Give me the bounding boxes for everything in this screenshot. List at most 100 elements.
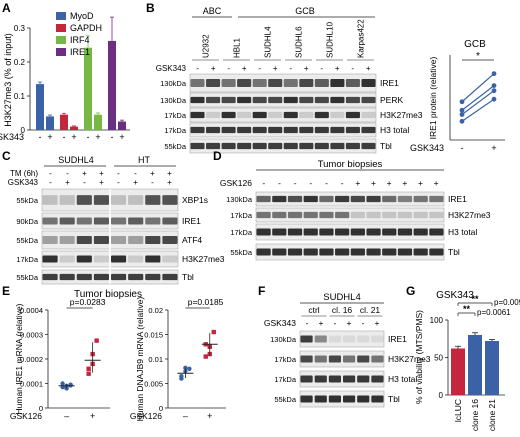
blot-strip-tbl bbox=[189, 138, 377, 154]
blot-d-3-band bbox=[272, 248, 287, 256]
blot-f-0-band bbox=[328, 335, 341, 343]
blot-target-label: IRE1 bbox=[380, 78, 399, 88]
blot-c-3-band bbox=[76, 255, 92, 263]
molecular-weight-marker: 17kDa bbox=[230, 211, 253, 220]
blot-b-1-band bbox=[252, 96, 267, 104]
blot-d-1-band bbox=[287, 211, 303, 219]
blot-target-label: H3 total bbox=[448, 227, 477, 237]
data-point bbox=[491, 71, 497, 77]
treatment-sign: + bbox=[371, 178, 376, 188]
blot-c-2-band bbox=[145, 236, 161, 244]
blot-b-3-band bbox=[345, 126, 360, 134]
data-point bbox=[459, 118, 465, 124]
legend-label-myod: MyoD bbox=[70, 11, 94, 21]
blot-b-2-band bbox=[206, 111, 221, 119]
y-tick-label: 0.0001 bbox=[20, 380, 43, 389]
blot-b-4-band bbox=[268, 142, 283, 150]
blot-f-1-band bbox=[343, 355, 356, 363]
treatment-sign: - bbox=[83, 178, 86, 187]
data-point bbox=[64, 386, 69, 391]
blot-d-2-band bbox=[335, 228, 350, 236]
x-tick-label: – bbox=[183, 411, 188, 421]
treatment-sign: + bbox=[355, 178, 360, 188]
tm-sign: + bbox=[167, 169, 172, 178]
y-tick-label: 0 bbox=[21, 126, 26, 135]
blot-c-0-band bbox=[162, 195, 178, 205]
treatment-sign: + bbox=[319, 318, 324, 328]
treatment-sign: - bbox=[262, 178, 265, 188]
treatment-sign: + bbox=[434, 178, 439, 188]
paired-line bbox=[461, 73, 495, 103]
blot-target-label: Tbl bbox=[448, 247, 460, 257]
blot-d-3-band bbox=[397, 248, 413, 256]
blot-b-0-band bbox=[345, 79, 360, 87]
blot-d-1-band bbox=[256, 211, 271, 219]
x-tick-label: + bbox=[491, 143, 496, 153]
blot-target-label: H3K27me3 bbox=[448, 210, 491, 220]
blot-b-0-band bbox=[221, 79, 236, 87]
blot-d-0-band bbox=[319, 195, 334, 203]
blot-strip-h3-total bbox=[255, 223, 445, 241]
blot-f-2-band bbox=[343, 375, 356, 383]
blot-b-3-band bbox=[283, 126, 298, 134]
tm-sign: + bbox=[150, 169, 155, 178]
significance-stars: ** bbox=[463, 304, 471, 314]
clone-label: ctrl bbox=[308, 305, 319, 315]
treatment-sign: - bbox=[320, 64, 323, 73]
group-label-abc: ABC bbox=[203, 6, 222, 16]
treatment-sign: + bbox=[242, 64, 247, 73]
y-axis-label: H3K27me3 (% of input) bbox=[3, 33, 13, 127]
treatment-sign: + bbox=[99, 178, 104, 187]
blot-c-2-band bbox=[42, 236, 58, 244]
y-tick-label: 0.0002 bbox=[20, 355, 43, 364]
blot-b-4-band bbox=[237, 142, 252, 150]
tm-sign: + bbox=[82, 169, 87, 178]
blot-b-0-band bbox=[237, 79, 252, 87]
x-treatment-label: - bbox=[63, 132, 66, 142]
bar-ire1-1 bbox=[118, 121, 126, 130]
panel-a-letter: A bbox=[2, 1, 11, 15]
data-point bbox=[491, 96, 497, 102]
blot-strip-h3k27me3 bbox=[299, 350, 385, 368]
y-axis-label: Human IRE1 mRNA (relative) bbox=[14, 303, 24, 414]
p-value-label: p=0.0283 bbox=[70, 297, 106, 307]
blot-b-4-band bbox=[361, 142, 376, 150]
treatment-sign: - bbox=[278, 178, 281, 188]
blot-d-3-band bbox=[287, 248, 303, 256]
blot-f-1-band bbox=[371, 355, 384, 363]
blot-c-3-band bbox=[42, 255, 58, 263]
treatment-sign: + bbox=[133, 178, 138, 187]
blot-c-2-band bbox=[111, 236, 127, 244]
treatment-label: GSK343 bbox=[156, 64, 187, 73]
molecular-weight-marker: 130kDa bbox=[226, 195, 253, 204]
blot-d-1-band bbox=[319, 211, 334, 219]
blot-c-2-band bbox=[93, 236, 109, 244]
panel-e-letter: E bbox=[2, 284, 10, 298]
blot-c-4-band bbox=[76, 273, 92, 281]
blot-d-0-band bbox=[429, 195, 444, 203]
blot-c-4-band bbox=[111, 273, 127, 281]
cell-line-label: Karpas422 bbox=[357, 19, 366, 58]
chart-title: GSK343 bbox=[436, 290, 474, 301]
data-point bbox=[459, 107, 465, 113]
treatment-sign: + bbox=[402, 178, 407, 188]
blot-b-3-band bbox=[268, 126, 283, 134]
blot-target-label: Tbl bbox=[388, 394, 400, 404]
blot-d-2-band bbox=[366, 228, 381, 236]
blot-b-3-band bbox=[190, 126, 205, 134]
blot-c-0-band bbox=[128, 195, 144, 205]
blot-d-3-band bbox=[366, 248, 381, 256]
blot-c-1-band bbox=[145, 217, 161, 225]
molecular-weight-marker: 17kDa bbox=[230, 228, 253, 237]
treatment-sign: - bbox=[117, 178, 120, 187]
blot-b-2-band bbox=[190, 111, 205, 119]
x-treatment-label: - bbox=[87, 132, 90, 142]
legend-label-ire1: IRE1 bbox=[70, 47, 90, 57]
blot-c-4-band bbox=[59, 273, 75, 281]
clone-label: cl. 21 bbox=[360, 305, 381, 315]
molecular-weight-marker: 17kDa bbox=[164, 126, 187, 135]
